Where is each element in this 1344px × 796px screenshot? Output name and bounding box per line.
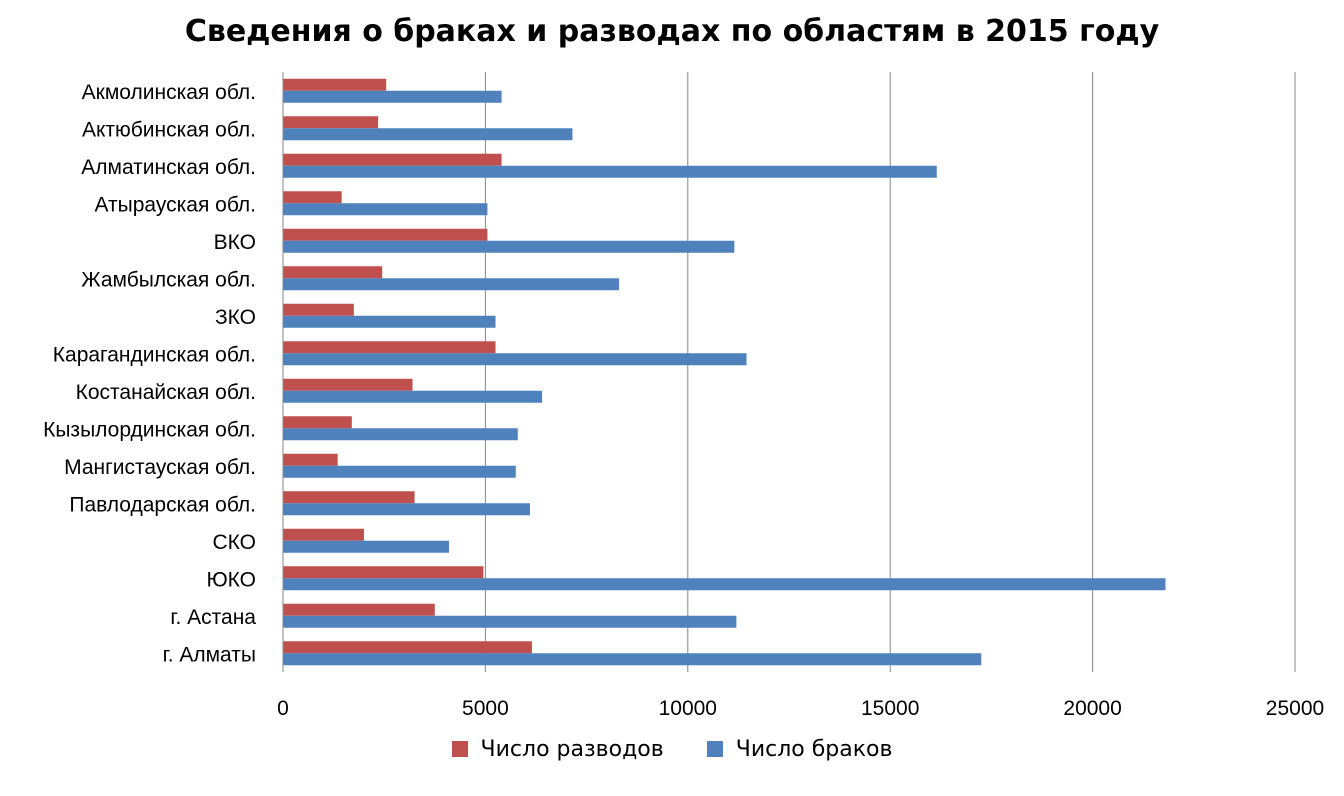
category-label: г. Астана: [170, 606, 256, 629]
bar-marriages: [283, 503, 530, 516]
legend-item-marriages: Число браков: [706, 736, 893, 762]
bar-divorces: [283, 641, 532, 654]
bar-divorces: [283, 491, 415, 504]
bar-divorces: [283, 566, 484, 579]
legend-swatch-divorces: [451, 740, 468, 757]
bar-divorces: [283, 528, 364, 541]
category-label: Акмолинская обл.: [82, 81, 256, 104]
bar-marriages: [283, 428, 518, 441]
x-tick-label: 25000: [1266, 697, 1324, 720]
bar-divorces: [283, 116, 379, 129]
x-tick-label: 10000: [659, 697, 717, 720]
bar-marriages: [283, 203, 488, 216]
bar-marriages: [283, 540, 449, 553]
category-label: Павлодарская обл.: [69, 493, 256, 516]
legend-item-divorces: Число разводов: [451, 736, 664, 762]
bar-marriages: [283, 90, 502, 103]
bar-divorces: [283, 341, 496, 354]
bar-marriages: [283, 465, 516, 478]
bar-divorces: [283, 266, 383, 279]
bars-layer: [283, 78, 1166, 666]
x-tick-label: 0: [277, 697, 289, 720]
x-tick-label: 20000: [1063, 697, 1121, 720]
category-label: Актюбинская обл.: [82, 118, 256, 141]
bar-marriages: [283, 278, 619, 291]
category-label: ВКО: [214, 231, 256, 254]
bar-marriages: [283, 615, 737, 628]
x-tick-label: 15000: [861, 697, 919, 720]
category-label: Карагандинская обл.: [53, 343, 256, 366]
category-label: Кызылординская обл.: [43, 418, 256, 441]
bar-divorces: [283, 153, 502, 166]
category-label: Жамбылская обл.: [81, 268, 256, 291]
bar-divorces: [283, 603, 435, 616]
category-label: Алматинская обл.: [81, 156, 256, 179]
bar-divorces: [283, 191, 342, 204]
legend-label-marriages: Число браков: [735, 736, 893, 762]
bar-marriages: [283, 578, 1166, 591]
bar-marriages: [283, 390, 543, 403]
legend: Число разводов Число браков: [0, 736, 1344, 762]
bar-divorces: [283, 378, 413, 391]
category-label: ЮКО: [206, 568, 256, 591]
category-label: г. Алматы: [163, 643, 256, 666]
bar-marriages: [283, 165, 937, 178]
bar-marriages: [283, 128, 573, 141]
category-label: ЗКО: [215, 306, 256, 329]
category-label: СКО: [213, 531, 257, 554]
bar-marriages: [283, 240, 735, 253]
bar-divorces: [283, 303, 354, 316]
chart-title: Сведения о браках и разводах по областям…: [184, 14, 1160, 49]
category-label: Мангистауская обл.: [64, 456, 256, 479]
bar-divorces: [283, 78, 387, 91]
legend-label-divorces: Число разводов: [480, 736, 664, 762]
category-label: Костанайская обл.: [76, 381, 256, 404]
bar-marriages: [283, 315, 496, 328]
x-tick-label: 5000: [462, 697, 509, 720]
legend-swatch-marriages: [706, 740, 723, 757]
bar-divorces: [283, 228, 488, 241]
bar-divorces: [283, 453, 338, 466]
bar-divorces: [283, 416, 352, 429]
bar-marriages: [283, 353, 747, 366]
labels-layer: 0 5000 10000 15000 20000 25000 Акмолинская обл…: [43, 81, 1324, 720]
category-label: Атырауская обл.: [94, 193, 256, 216]
bar-marriages: [283, 653, 982, 666]
